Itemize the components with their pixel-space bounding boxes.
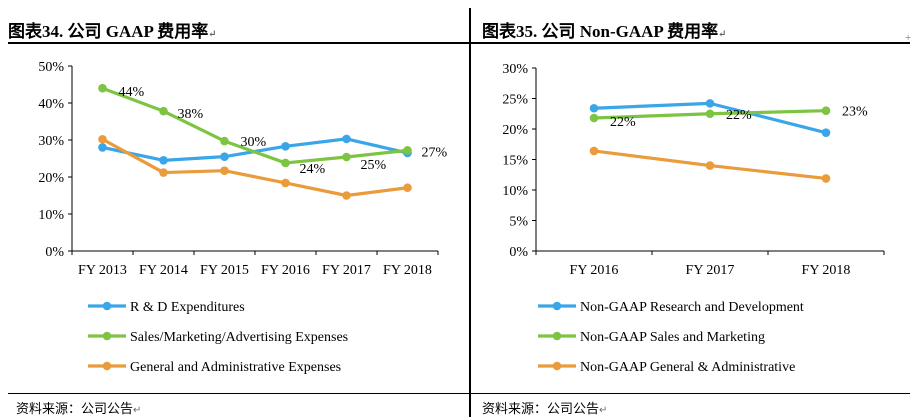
x-tick-label: FY 2017 [322,263,371,278]
data-point [281,178,290,188]
paragraph-mark: ↵ [599,405,608,416]
data-point [403,183,412,193]
legend-marker [552,361,562,371]
data-point [705,99,715,108]
data-point [159,156,168,165]
non-gaap-expense-chart: 0% 5% 10% 15% 20% 25% 30% FY 2016 FY 2017 FY 2018… [502,62,885,375]
data-point [589,146,599,156]
x-tick-label: FY 2013 [78,263,127,278]
x-tick-label: FY 2016 [570,263,619,278]
title-underline [470,42,910,44]
data-point [342,152,351,162]
x-tick-label: FY 2014 [139,263,188,278]
x-tick-label: FY 2016 [261,263,310,278]
y-tick-label: 5% [509,215,528,230]
y-tick-label: 10% [38,208,64,223]
source-divider [470,393,910,394]
paragraph-mark: ↵ [133,405,142,416]
data-label: 27% [422,145,448,160]
legend-marker [552,301,562,311]
legend-label: General and Administrative Expenses [130,360,341,375]
data-point [821,106,831,115]
y-tick-label: 0% [509,245,528,260]
source-note: 资料来源：公司公告↵ [482,402,608,417]
data-point [220,166,229,176]
data-label: 44% [119,85,145,100]
data-point [220,136,229,146]
data-point [705,109,715,119]
y-tick-label: 20% [38,171,64,186]
y-tick-label: 15% [502,154,528,169]
x-tick-label: FY 2018 [383,263,432,278]
paragraph-mark: ↵ [718,29,727,40]
x-tick-label: FY 2015 [200,263,249,278]
series-line [100,86,410,165]
y-tick-label: 25% [502,93,528,108]
series-line [100,137,410,198]
legend-label: R & D Expenditures [130,300,245,315]
paragraph-mark: ↵ [208,29,217,40]
data-point [705,161,715,170]
legend-label: Non-GAAP General & Administrative [580,360,795,375]
data-label: 30% [241,135,267,150]
data-point [342,134,351,144]
chart-title: 图表34. 公司 GAAP 费用率↵ [8,22,217,41]
x-tick-label: FY 2018 [802,263,851,278]
legend-marker [552,331,562,341]
data-label: 22% [726,108,752,123]
data-point [281,158,290,168]
data-point [159,168,168,177]
y-tick-label: 30% [38,134,64,149]
data-label: 22% [610,115,636,130]
data-point [342,191,351,200]
data-label: 24% [300,162,326,177]
y-tick-label: 20% [502,123,528,138]
legend-label: Sales/Marketing/Advertising Expenses [130,330,348,345]
title-underline [8,42,470,44]
legend-label: Non-GAAP Research and Development [580,300,804,315]
data-point [589,113,599,123]
non-gaap-expense-panel: 图表35. 公司 Non-GAAP 费用率↵ 0% 5% 10% 15% 20% 25% 3… [470,0,917,417]
y-tick-label: 50% [38,60,64,75]
gaap-expense-panel: 图表34. 公司 GAAP 费用率↵ 0% 10% 20% 30% 40% 50% FY 2… [8,22,470,417]
data-point [281,141,290,151]
data-point [98,143,107,152]
data-point [821,128,831,137]
x-tick-label: FY 2017 [686,263,735,278]
data-label: 38% [178,107,204,122]
y-tick-label: 10% [502,184,528,199]
legend-marker [102,361,112,371]
legend-label: Non-GAAP Sales and Marketing [580,330,765,345]
data-point [589,103,599,113]
data-point [821,174,831,183]
y-tick-label: 40% [38,97,64,112]
y-tick-label: 0% [45,245,64,260]
source-note: 资料来源：公司公告↵ [16,402,142,417]
data-point [159,106,168,116]
data-point [220,152,229,161]
data-point [403,146,412,155]
panel-divider [469,8,471,417]
gaap-expense-chart: 0% 10% 20% 30% 40% 50% FY 2013 FY 2014 FY 2015 FY… [38,60,448,375]
source-divider [8,393,470,394]
y-tick-label: 30% [502,62,528,77]
data-point [98,83,107,93]
data-label: 23% [842,105,868,120]
chart-title: 图表35. 公司 Non-GAAP 费用率↵ [482,22,727,41]
data-point [98,134,107,144]
legend-marker [102,301,112,311]
table-move-handle[interactable]: + [905,32,912,44]
data-label: 25% [361,158,387,173]
legend-marker [102,331,112,341]
